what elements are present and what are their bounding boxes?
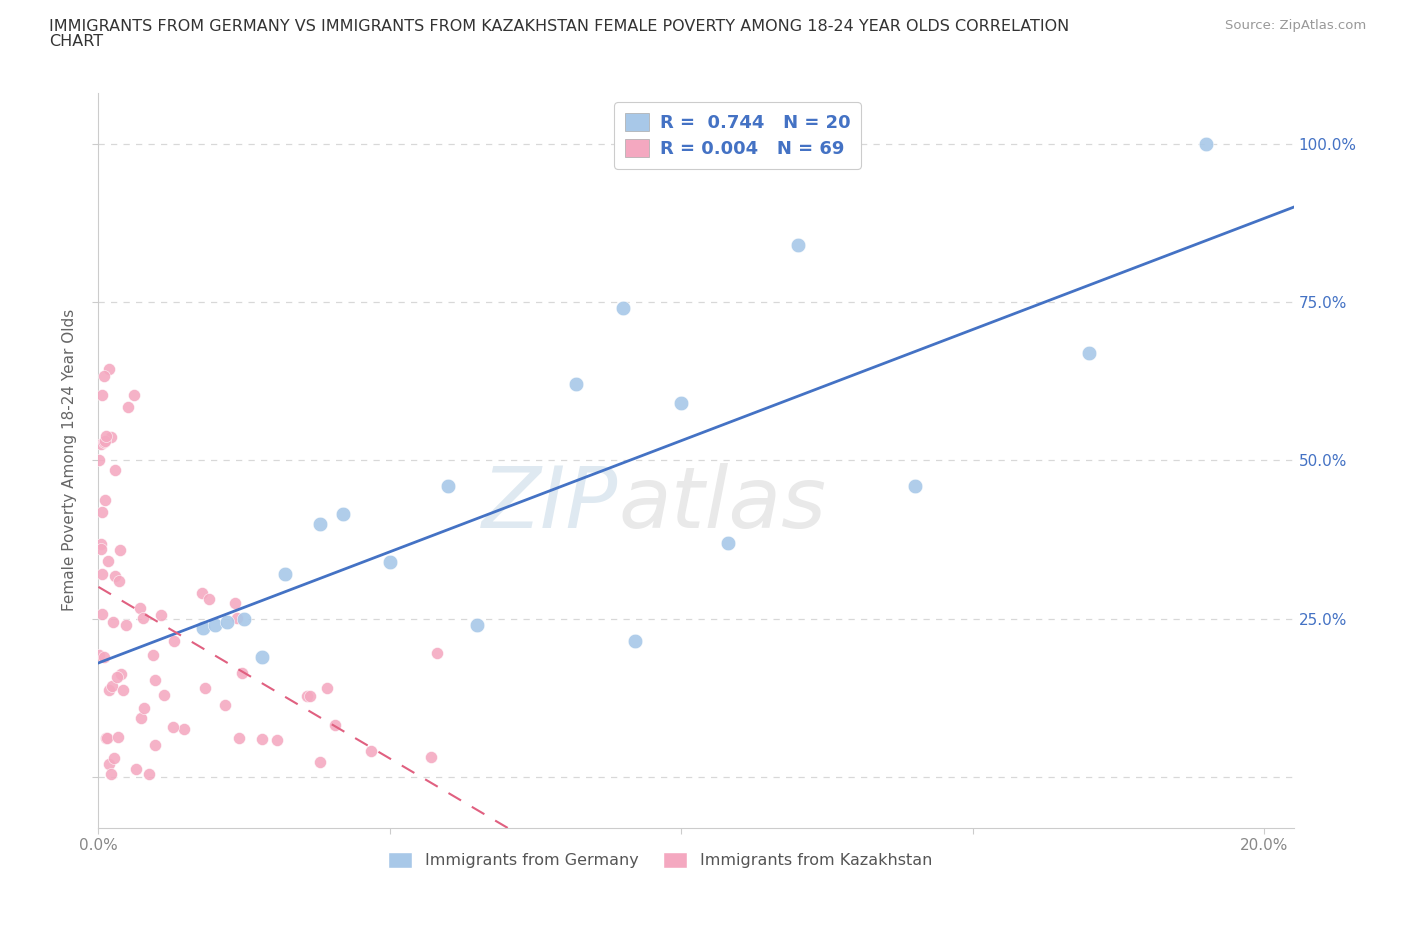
Point <box>717 536 740 551</box>
Point <box>266 733 288 748</box>
Point <box>193 681 215 696</box>
Point <box>420 750 443 764</box>
Point <box>101 614 124 629</box>
Point <box>309 754 332 769</box>
Point <box>93 649 115 664</box>
Point <box>250 649 273 664</box>
Legend: Immigrants from Germany, Immigrants from Kazakhstan: Immigrants from Germany, Immigrants from… <box>382 846 938 875</box>
Point <box>100 766 122 781</box>
Point <box>90 537 112 551</box>
Point <box>93 434 115 449</box>
Point <box>173 722 195 737</box>
Point <box>437 478 460 493</box>
Point <box>129 600 152 615</box>
Point <box>107 730 129 745</box>
Point <box>231 665 253 680</box>
Point <box>117 400 139 415</box>
Text: atlas: atlas <box>619 463 827 546</box>
Point <box>565 377 588 392</box>
Point <box>142 648 165 663</box>
Point <box>90 541 112 556</box>
Point <box>115 618 138 632</box>
Point <box>226 610 249 625</box>
Point <box>87 453 110 468</box>
Point <box>104 462 127 477</box>
Point <box>110 667 132 682</box>
Point <box>96 730 118 745</box>
Point <box>193 620 215 635</box>
Point <box>215 615 238 630</box>
Point <box>90 606 112 621</box>
Point <box>103 751 125 765</box>
Point <box>671 396 693 411</box>
Point <box>94 433 117 448</box>
Point <box>191 586 214 601</box>
Point <box>143 737 166 752</box>
Point <box>132 700 155 715</box>
Point <box>378 554 401 569</box>
Point <box>90 387 112 402</box>
Point <box>132 611 155 626</box>
Point <box>1195 136 1218 151</box>
Point <box>107 574 129 589</box>
Point <box>94 731 117 746</box>
Point <box>224 595 246 610</box>
Point <box>125 762 148 777</box>
Point <box>297 688 319 703</box>
Point <box>89 647 111 662</box>
Point <box>97 553 120 568</box>
Point <box>298 689 321 704</box>
Point <box>105 670 128 684</box>
Point <box>612 301 634 316</box>
Point <box>129 711 152 725</box>
Point <box>250 731 273 746</box>
Point <box>94 493 117 508</box>
Point <box>122 387 145 402</box>
Point <box>233 611 256 626</box>
Point <box>96 429 118 444</box>
Point <box>143 672 166 687</box>
Text: CHART: CHART <box>49 34 103 49</box>
Point <box>93 368 115 383</box>
Point <box>204 618 226 632</box>
Point <box>426 646 449 661</box>
Point <box>153 687 176 702</box>
Point <box>98 683 121 698</box>
Point <box>97 362 120 377</box>
Point <box>90 437 112 452</box>
Point <box>228 731 250 746</box>
Text: IMMIGRANTS FROM GERMANY VS IMMIGRANTS FROM KAZAKHSTAN FEMALE POVERTY AMONG 18-24: IMMIGRANTS FROM GERMANY VS IMMIGRANTS FR… <box>49 19 1070 33</box>
Point <box>309 516 332 531</box>
Point <box>323 718 346 733</box>
Point <box>101 678 124 693</box>
Point <box>91 566 114 581</box>
Point <box>1078 345 1101 360</box>
Point <box>467 618 489 632</box>
Point <box>111 683 134 698</box>
Point <box>90 504 112 519</box>
Point <box>214 698 236 712</box>
Point <box>162 720 184 735</box>
Point <box>787 237 810 252</box>
Y-axis label: Female Poverty Among 18-24 Year Olds: Female Poverty Among 18-24 Year Olds <box>62 309 77 612</box>
Point <box>138 767 160 782</box>
Text: ZIP: ZIP <box>482 463 619 546</box>
Point <box>903 478 925 493</box>
Point <box>332 507 354 522</box>
Point <box>274 567 297 582</box>
Point <box>97 757 120 772</box>
Point <box>198 591 221 606</box>
Point <box>316 680 339 695</box>
Point <box>100 430 122 445</box>
Point <box>104 568 127 583</box>
Point <box>360 744 382 759</box>
Point <box>623 633 645 648</box>
Point <box>163 633 186 648</box>
Point <box>149 608 172 623</box>
Text: Source: ZipAtlas.com: Source: ZipAtlas.com <box>1226 19 1367 32</box>
Point <box>108 542 131 557</box>
